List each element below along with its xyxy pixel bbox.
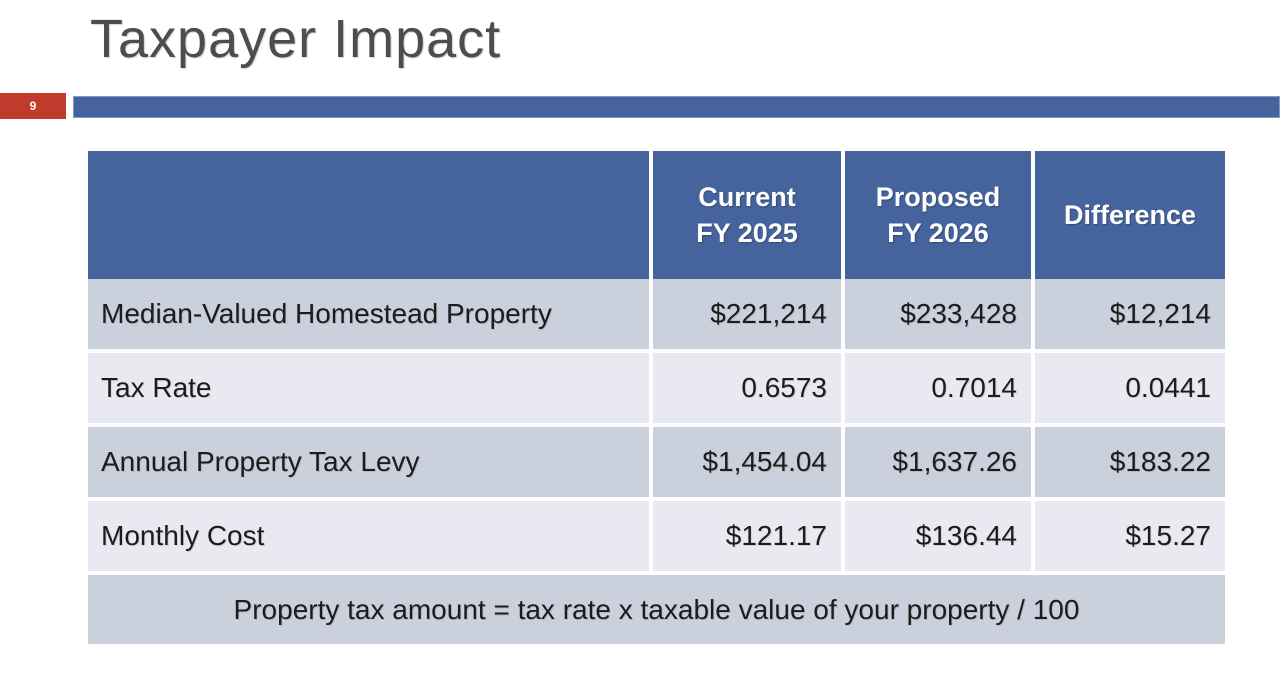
header-difference: Difference — [1035, 151, 1225, 279]
table-row-tax-rate: Tax Rate 0.6573 0.7014 0.0441 — [88, 353, 1225, 427]
header-empty-cell — [88, 151, 653, 279]
row-label: Monthly Cost — [88, 501, 653, 575]
header-current-line2: FY 2025 — [696, 218, 798, 248]
header-proposed-fy2026: Proposed FY 2026 — [845, 151, 1035, 279]
accent-bar — [73, 96, 1280, 118]
table-row-median-valued-homestead-property: Median-Valued Homestead Property $221,21… — [88, 279, 1225, 353]
page-number-box: 9 — [0, 93, 66, 119]
row-current-value: 0.6573 — [653, 353, 845, 427]
header-current-line1: Current — [698, 182, 796, 212]
header-current-fy2025: Current FY 2025 — [653, 151, 845, 279]
row-current-value: $221,214 — [653, 279, 845, 353]
header-proposed-line1: Proposed — [875, 182, 1001, 212]
row-difference-value: $12,214 — [1035, 279, 1225, 353]
row-difference-value: 0.0441 — [1035, 353, 1225, 427]
table-row-annual-property-tax-levy: Annual Property Tax Levy $1,454.04 $1,63… — [88, 427, 1225, 501]
page-number: 9 — [29, 99, 37, 113]
row-label: Annual Property Tax Levy — [88, 427, 653, 501]
table-footnote: Property tax amount = tax rate x taxable… — [88, 575, 1225, 644]
row-difference-value: $183.22 — [1035, 427, 1225, 501]
table-row-monthly-cost: Monthly Cost $121.17 $136.44 $15.27 — [88, 501, 1225, 575]
row-label: Tax Rate — [88, 353, 653, 427]
table-footnote-row: Property tax amount = tax rate x taxable… — [88, 575, 1225, 644]
row-proposed-value: 0.7014 — [845, 353, 1035, 427]
slide-title: Taxpayer Impact — [90, 9, 502, 69]
row-difference-value: $15.27 — [1035, 501, 1225, 575]
taxpayer-impact-table: Current FY 2025 Proposed FY 2026 Differe… — [88, 151, 1225, 644]
row-proposed-value: $233,428 — [845, 279, 1035, 353]
row-current-value: $121.17 — [653, 501, 845, 575]
row-label: Median-Valued Homestead Property — [88, 279, 653, 353]
row-current-value: $1,454.04 — [653, 427, 845, 501]
table-header-row: Current FY 2025 Proposed FY 2026 Differe… — [88, 151, 1225, 279]
header-proposed-line2: FY 2026 — [887, 218, 989, 248]
row-proposed-value: $1,637.26 — [845, 427, 1035, 501]
row-proposed-value: $136.44 — [845, 501, 1035, 575]
